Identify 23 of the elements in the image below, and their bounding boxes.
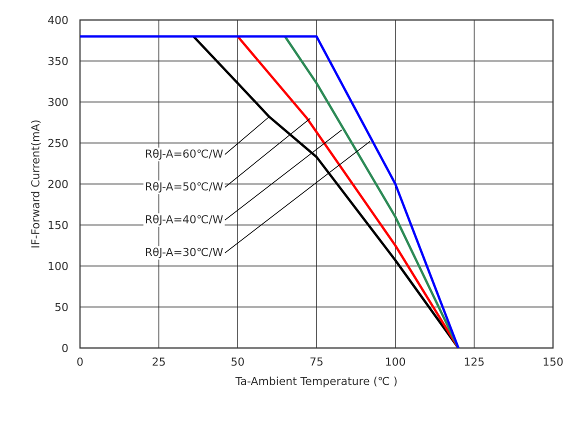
x-tick-label: 75 bbox=[310, 358, 323, 366]
annotation: RθJ-A=60℃/W bbox=[146, 149, 223, 160]
annotation: RθJ-A=40℃/W bbox=[146, 214, 223, 226]
x-tick-label: 125 bbox=[464, 358, 484, 366]
y-tick-label: 100 bbox=[48, 262, 68, 270]
x-tick-label: 50 bbox=[232, 358, 244, 366]
annotation: RθJ-A=30℃/W bbox=[146, 248, 223, 258]
y-tick-label: 50 bbox=[55, 302, 68, 312]
y-tick-label: 400 bbox=[48, 16, 68, 24]
y-tick-label: 200 bbox=[48, 180, 68, 188]
y-tick-label: 350 bbox=[48, 56, 68, 66]
line-series bbox=[284, 35, 460, 350]
y-tick-label: 150 bbox=[48, 220, 68, 230]
x-tick-label: 100 bbox=[386, 358, 406, 366]
x-tick-label: 0 bbox=[77, 358, 83, 366]
y-tick-label: 250 bbox=[48, 138, 68, 148]
y-tick-label: 300 bbox=[48, 98, 68, 106]
x-tick-label: 150 bbox=[544, 358, 563, 366]
x-axis-title: Ta-Ambient Temperature (℃ ) bbox=[235, 376, 397, 388]
x-tick-label: 25 bbox=[152, 358, 165, 366]
y-axis-title: IF-Forward Current(mA) bbox=[30, 120, 41, 248]
y-tick-label: 0 bbox=[62, 344, 68, 352]
annotation: RθJ-A=50℃/W bbox=[146, 182, 223, 193]
